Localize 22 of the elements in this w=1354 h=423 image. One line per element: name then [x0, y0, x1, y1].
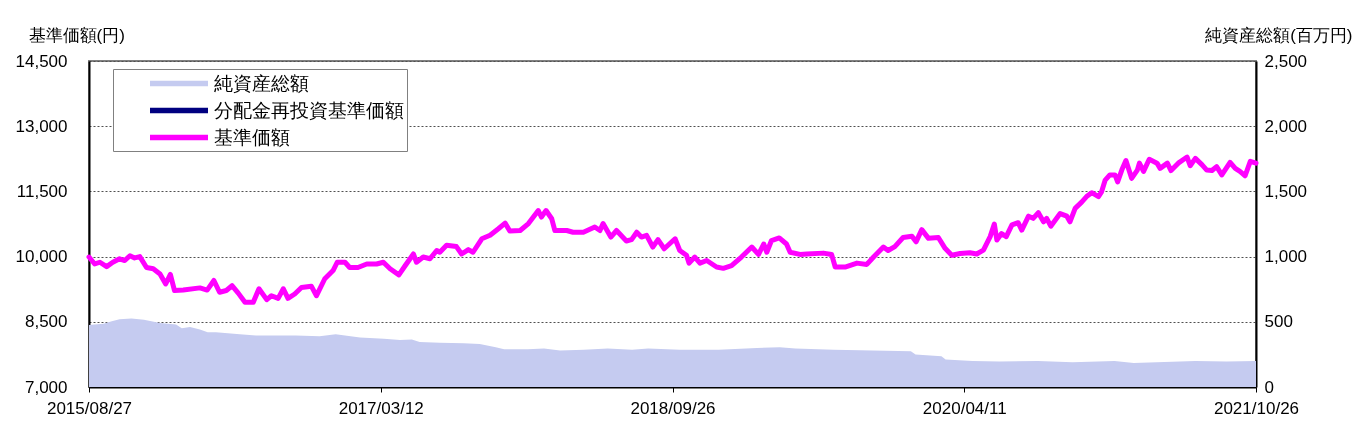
y-tick-label: 10,000	[15, 247, 68, 267]
legend-label: 分配金再投資基準価額	[214, 99, 404, 121]
y2-tick-label: 2,500	[1264, 51, 1308, 71]
y2-tick-label: 2,000	[1264, 116, 1308, 136]
x-tick-label: 2018/09/26	[630, 398, 716, 418]
y-axis-title: 基準価額(円)	[28, 25, 125, 45]
y-tick-label: 13,000	[15, 116, 68, 136]
y2-tick-label: 1,000	[1264, 247, 1308, 267]
x-tick-label: 2017/03/12	[338, 398, 424, 418]
y-tick-label: 8,500	[24, 312, 68, 332]
y2-tick-label: 500	[1264, 312, 1293, 332]
y2-tick-label: 1,500	[1264, 181, 1308, 201]
y-tick-label: 7,000	[24, 377, 68, 397]
legend-label: 基準価額	[214, 126, 290, 148]
x-tick-label: 2020/04/11	[922, 398, 1007, 418]
x-tick-label: 2021/10/26	[1213, 398, 1300, 418]
y2-tick-label: 0	[1264, 377, 1274, 397]
y-tick-label: 14,500	[15, 51, 68, 71]
y2-axis-title: 純資産総額(百万円)	[1205, 25, 1353, 45]
x-tick-label: 2015/08/27	[46, 398, 133, 418]
legend-label: 純資産総額	[214, 72, 309, 94]
y-tick-label: 11,500	[16, 181, 68, 201]
